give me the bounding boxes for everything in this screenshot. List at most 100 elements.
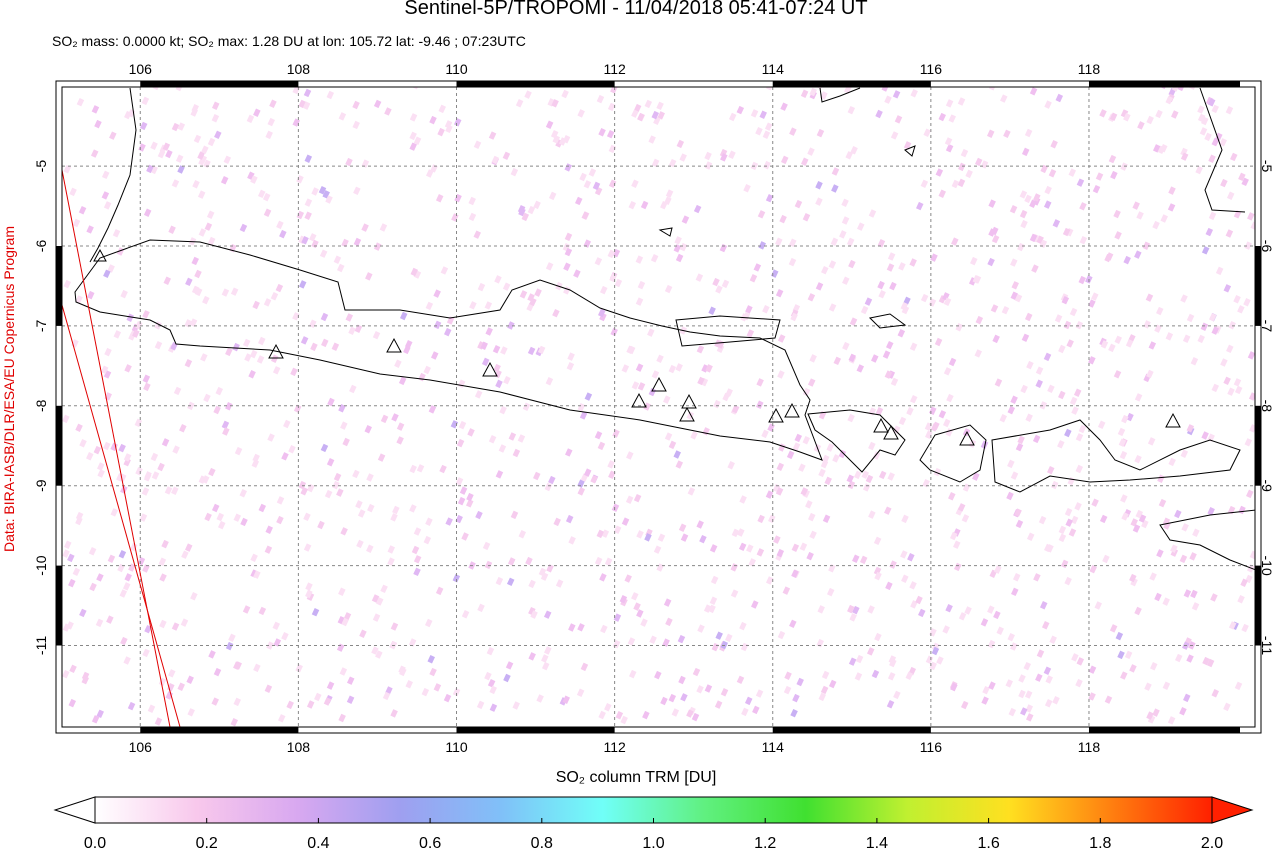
pixel <box>519 290 528 299</box>
pixel <box>677 634 686 644</box>
pixel <box>305 582 313 591</box>
pixel <box>564 247 573 257</box>
pixel <box>1061 295 1070 305</box>
frame-border <box>55 80 1262 734</box>
pixel <box>1179 707 1187 716</box>
pixel <box>163 276 172 285</box>
pixel <box>1055 93 1064 103</box>
pixel <box>1206 658 1215 668</box>
pixel <box>239 223 248 233</box>
pixel <box>680 533 689 542</box>
frame-border <box>61 86 1256 728</box>
pixel <box>833 356 842 366</box>
pixel <box>333 472 342 482</box>
pixel <box>517 434 526 443</box>
pixel <box>892 90 901 99</box>
pixel <box>1121 414 1129 424</box>
pixel <box>905 671 914 681</box>
pixel <box>506 577 515 587</box>
pixel <box>778 443 786 452</box>
pixel <box>154 717 163 726</box>
pixel <box>615 711 624 720</box>
pixel <box>399 311 408 321</box>
pixel <box>974 349 982 358</box>
pixel <box>1071 653 1079 662</box>
pixel <box>171 122 180 132</box>
pixel <box>64 540 72 549</box>
pixel <box>403 345 411 355</box>
pixel <box>1134 606 1142 616</box>
pixel <box>1227 505 1236 515</box>
title: Sentinel-5P/TROPOMI - 11/04/2018 05:41-0… <box>404 0 867 19</box>
pixel <box>975 315 984 325</box>
pixel <box>81 671 90 681</box>
pixel <box>776 462 785 472</box>
pixel <box>635 297 644 306</box>
coastline <box>1159 509 1255 571</box>
pixel <box>697 376 705 386</box>
pixel <box>1147 437 1156 446</box>
pixel <box>1136 211 1144 220</box>
pixel <box>197 151 205 160</box>
pixel <box>861 470 870 479</box>
pixel <box>72 218 81 228</box>
pixel <box>821 454 830 464</box>
pixel <box>789 619 797 629</box>
pixel <box>548 191 557 201</box>
pixel <box>179 424 187 433</box>
pixel <box>201 475 210 484</box>
pixel <box>1000 94 1008 103</box>
pixel <box>306 592 315 601</box>
pixel <box>561 89 569 99</box>
pixel <box>376 597 384 606</box>
pixel <box>94 119 102 129</box>
pixel <box>579 172 587 182</box>
pixel <box>788 257 797 267</box>
pixel <box>633 103 642 113</box>
pixel <box>502 282 511 291</box>
pixel <box>741 707 749 717</box>
pixel <box>611 503 620 512</box>
pixel <box>118 443 126 453</box>
pixel <box>606 129 615 139</box>
pixel <box>1058 525 1067 535</box>
pixel <box>1150 661 1158 671</box>
pixel <box>1191 602 1200 611</box>
pixel <box>1148 341 1157 350</box>
pixel <box>1088 356 1096 365</box>
pixel <box>211 101 220 110</box>
frame-bar <box>1255 565 1261 646</box>
pixel <box>275 283 284 293</box>
pixel <box>577 402 586 412</box>
pixel <box>266 641 274 650</box>
pixel <box>109 131 117 140</box>
pixel <box>286 700 294 710</box>
pixel <box>889 658 897 668</box>
pixel <box>681 215 690 224</box>
pixel <box>1099 514 1108 524</box>
pixel <box>777 370 785 379</box>
pixel <box>779 214 787 224</box>
pixel <box>692 667 701 677</box>
pixel <box>764 122 773 131</box>
pixel <box>518 529 527 539</box>
pixel <box>577 487 586 496</box>
pixel <box>106 615 114 624</box>
pixel <box>553 517 561 527</box>
pixel <box>230 717 239 727</box>
pixel <box>424 618 433 628</box>
pixel <box>373 99 382 109</box>
pixel <box>900 301 909 311</box>
pixel <box>440 266 449 275</box>
pixel <box>1153 144 1161 153</box>
volcanoes <box>93 248 1181 446</box>
pixel <box>485 327 493 336</box>
pixel <box>503 375 511 385</box>
pixel <box>398 376 407 386</box>
pixel <box>987 257 995 267</box>
pixel <box>527 205 536 215</box>
pixel <box>775 288 784 298</box>
pixel <box>75 423 83 433</box>
pixel <box>175 154 184 163</box>
colorbar-tick-label: 1.2 <box>754 835 776 852</box>
